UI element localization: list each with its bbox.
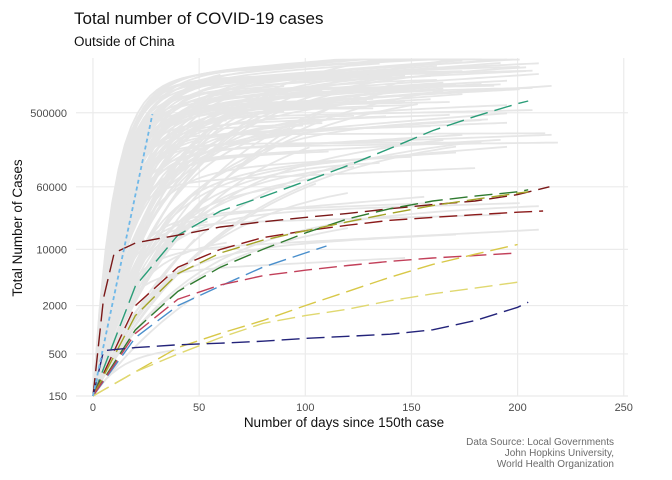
country-line <box>92 146 310 397</box>
highlighted-country-line <box>92 210 544 397</box>
country-line <box>92 167 476 397</box>
country-line <box>92 91 431 397</box>
x-tick-label: 250 <box>615 402 633 414</box>
y-tick-label: 2000 <box>43 301 67 313</box>
y-tick-label: 10000 <box>36 244 67 256</box>
highlighted-country-line <box>92 189 529 397</box>
country-line <box>92 127 291 397</box>
reference-line-group <box>92 114 154 397</box>
highlighted-country-line <box>92 191 529 397</box>
highlighted-country-line <box>92 245 327 397</box>
country-line <box>92 151 457 397</box>
country-line <box>92 73 336 397</box>
country-line <box>92 228 539 397</box>
highlighted-country-line <box>92 281 518 397</box>
caption-line: World Health Organization <box>496 459 614 470</box>
highlighted-country-line <box>92 252 518 397</box>
caption-line: John Hopkins University, <box>504 448 614 459</box>
country-line <box>92 73 399 397</box>
highlighted-country-line <box>92 243 518 397</box>
country-line <box>92 145 227 397</box>
data-source-caption: Data Source: Local Governments John Hopk… <box>354 437 614 470</box>
country-line <box>92 83 501 397</box>
chart-title: Total number of COVID-19 cases <box>74 9 324 28</box>
country-line <box>92 192 348 397</box>
country-line <box>92 132 546 397</box>
background-series <box>92 58 558 397</box>
country-line <box>92 213 501 397</box>
country-line <box>92 296 196 397</box>
y-tick-label: 500 <box>49 349 67 361</box>
x-axis-title: Number of days since 150th case <box>244 415 444 430</box>
country-line <box>92 184 291 397</box>
highlighted-country-line <box>92 301 529 397</box>
country-line <box>92 145 177 397</box>
x-tick-label: 150 <box>402 402 420 414</box>
country-line <box>92 300 164 397</box>
country-line <box>92 167 196 397</box>
highlighted-country-line <box>92 186 550 397</box>
x-tick-label: 100 <box>296 402 314 414</box>
x-axis-ticks: 0 50 100 150 200 250 <box>90 402 633 414</box>
country-line <box>92 162 380 397</box>
country-line <box>92 113 164 397</box>
country-line <box>92 109 533 397</box>
highlighted-country-line <box>92 100 529 397</box>
y-tick-label: 150 <box>49 391 67 403</box>
country-line <box>92 257 406 397</box>
country-line <box>92 83 482 397</box>
country-line <box>92 141 476 397</box>
country-line <box>92 134 463 397</box>
x-tick-label: 0 <box>90 402 96 414</box>
y-axis-title: Total Number of Cases <box>10 159 25 297</box>
highlighted-series <box>92 100 550 397</box>
country-line <box>92 100 406 397</box>
y-axis-ticks: 150 500 2000 10000 60000 500000 <box>30 108 67 403</box>
country-line <box>92 87 444 397</box>
country-line <box>92 195 425 397</box>
y-tick-label: 500000 <box>30 108 67 120</box>
chart-subtitle: Outside of China <box>74 34 175 49</box>
country-line <box>92 84 450 397</box>
y-tick-label: 60000 <box>36 182 67 194</box>
x-tick-label: 50 <box>193 402 205 414</box>
country-line <box>92 205 539 397</box>
x-tick-label: 200 <box>508 402 526 414</box>
country-line <box>92 220 208 397</box>
caption-line: Data Source: Local Governments <box>466 437 614 448</box>
country-line <box>92 125 431 397</box>
reference-line <box>92 114 154 397</box>
country-line <box>92 139 501 397</box>
